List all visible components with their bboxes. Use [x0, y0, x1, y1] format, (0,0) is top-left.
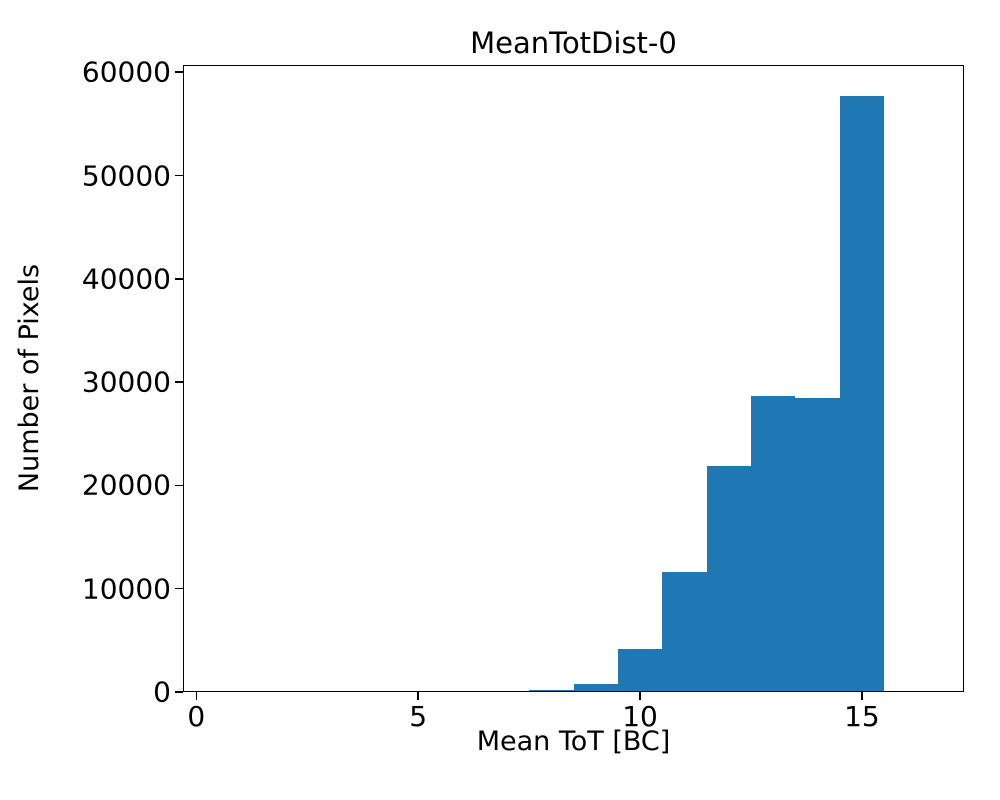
histogram-bar: [529, 690, 574, 692]
y-tick-label: 50000: [81, 159, 171, 193]
x-tick-label: 10: [622, 700, 658, 733]
x-axis-label: Mean ToT [BC]: [476, 726, 671, 757]
x-tick-mark: [417, 692, 419, 700]
histogram-bar: [706, 465, 751, 692]
y-tick-mark: [175, 587, 183, 590]
y-tick-mark: [175, 71, 183, 73]
x-tick-label: 5: [409, 700, 428, 733]
y-tick-mark: [175, 174, 183, 177]
y-tick-label: 0: [153, 675, 171, 709]
x-tick-mark: [195, 692, 198, 700]
y-tick-label: 20000: [81, 468, 171, 502]
chart-title: MeanTotDist-0: [470, 26, 677, 60]
x-tick-mark: [861, 692, 863, 700]
histogram-bar: [751, 395, 796, 692]
histogram-bar: [795, 397, 840, 692]
y-tick-mark: [175, 484, 183, 487]
y-tick-label: 40000: [81, 262, 171, 296]
histogram-bar: [839, 95, 885, 692]
y-tick-label: 60000: [81, 55, 171, 89]
x-tick-label: 15: [844, 700, 880, 733]
y-tick-mark: [175, 691, 183, 693]
histogram-bar: [573, 683, 618, 692]
y-tick-mark: [175, 381, 183, 383]
y-tick-mark: [175, 278, 183, 280]
histogram-bar: [617, 648, 663, 692]
histogram-bar: [662, 572, 707, 692]
y-tick-label: 10000: [81, 572, 171, 606]
y-axis-label-text: Number of Pixels: [14, 263, 45, 493]
x-tick-mark: [639, 692, 641, 700]
y-tick-label: 30000: [81, 365, 171, 399]
x-tick-label: 0: [187, 700, 206, 733]
